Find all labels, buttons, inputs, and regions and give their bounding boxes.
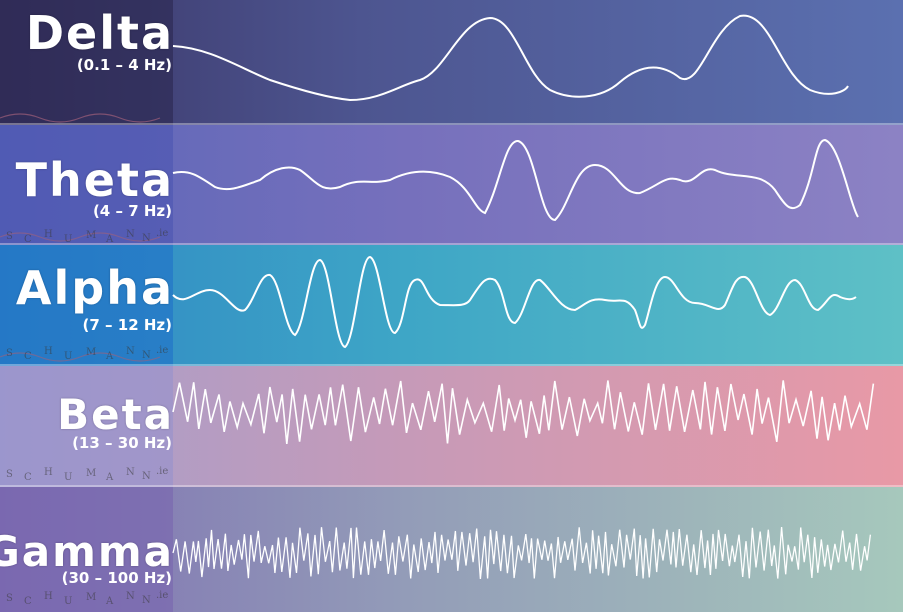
watermark-letter: U	[64, 234, 73, 245]
watermark-letter: A	[106, 596, 114, 607]
watermark-letter: A	[106, 234, 114, 245]
watermark: S C H U M A N N .ie	[6, 587, 171, 611]
beta-wave	[172, 380, 875, 444]
watermark-letter: N	[126, 346, 135, 357]
gamma-wave	[172, 526, 872, 579]
watermark-letter: C	[24, 596, 32, 607]
band-separator	[0, 364, 903, 366]
band-name: Alpha	[15, 261, 174, 315]
band-name: Gamma	[0, 527, 174, 576]
label-panel	[0, 487, 173, 612]
watermark-letter: H	[44, 229, 53, 240]
watermark-letter: .ie	[156, 590, 169, 601]
label-panel	[0, 125, 173, 245]
watermark-letter: S	[6, 469, 13, 480]
watermark-letter: N	[126, 229, 135, 240]
band-name: Theta	[15, 153, 174, 207]
watermark-letter: A	[106, 472, 114, 483]
label-panel	[0, 245, 173, 366]
alpha-wave	[0, 255, 857, 362]
band-alpha: Alpha (7 – 12 Hz) S C H U M A N N .ie	[0, 245, 903, 366]
watermark-letter: .ie	[156, 228, 169, 239]
watermark-letter: U	[64, 351, 73, 362]
band-separator	[0, 123, 903, 125]
watermark-letter: N	[126, 467, 135, 478]
theta-wave	[0, 138, 859, 242]
watermark-letter: S	[6, 231, 13, 242]
band-separator	[0, 485, 903, 487]
watermark-letter: M	[86, 592, 97, 603]
watermark-letter: .ie	[156, 466, 169, 477]
band-range: (7 – 12 Hz)	[82, 316, 172, 334]
watermark-letter: N	[142, 350, 151, 361]
band-range: (4 – 7 Hz)	[92, 202, 172, 220]
watermark-letter: H	[44, 591, 53, 602]
watermark-letter: C	[24, 351, 32, 362]
watermark-letter: H	[44, 467, 53, 478]
watermark-letter: S	[6, 348, 13, 359]
watermark-letter: H	[44, 346, 53, 357]
watermark-letter: N	[126, 591, 135, 602]
band-delta: Delta (0.1 – 4 Hz)	[0, 0, 903, 125]
band-beta: Beta (13 – 30 Hz) S C H U M A N N .ie	[0, 366, 903, 487]
watermark-letter: C	[24, 472, 32, 483]
watermark-letter: N	[142, 595, 151, 606]
watermark-letter: M	[86, 230, 97, 241]
watermark-letter: M	[86, 468, 97, 479]
watermark-letter: M	[86, 347, 97, 358]
watermark-letter: C	[24, 234, 32, 245]
watermark-letter: .ie	[156, 345, 169, 356]
band-name: Beta	[57, 390, 174, 439]
watermark-letter: N	[142, 471, 151, 482]
band-range: (0.1 – 4 Hz)	[76, 56, 172, 74]
band-range: (30 – 100 Hz)	[61, 569, 172, 587]
watermark: S C H U M A N N .ie	[6, 463, 171, 487]
watermark-letter: U	[64, 472, 73, 483]
watermark-letter: S	[6, 593, 13, 604]
watermark-letter: A	[106, 351, 114, 362]
watermark: S C H U M A N N .ie	[6, 342, 171, 366]
watermark: S C H U M A N N .ie	[6, 225, 171, 245]
band-separator	[0, 243, 903, 245]
delta-wave	[0, 14, 849, 123]
band-theta: Theta (4 – 7 Hz) S C H U M A N N .ie	[0, 125, 903, 245]
watermark-letter: N	[142, 233, 151, 244]
label-panel	[0, 0, 173, 125]
watermark-letter: U	[64, 596, 73, 607]
band-range: (13 – 30 Hz)	[72, 434, 172, 452]
band-name: Delta	[25, 6, 174, 60]
band-gamma: Gamma (30 – 100 Hz) S C H U M A N N .ie	[0, 487, 903, 612]
label-panel	[0, 366, 173, 487]
